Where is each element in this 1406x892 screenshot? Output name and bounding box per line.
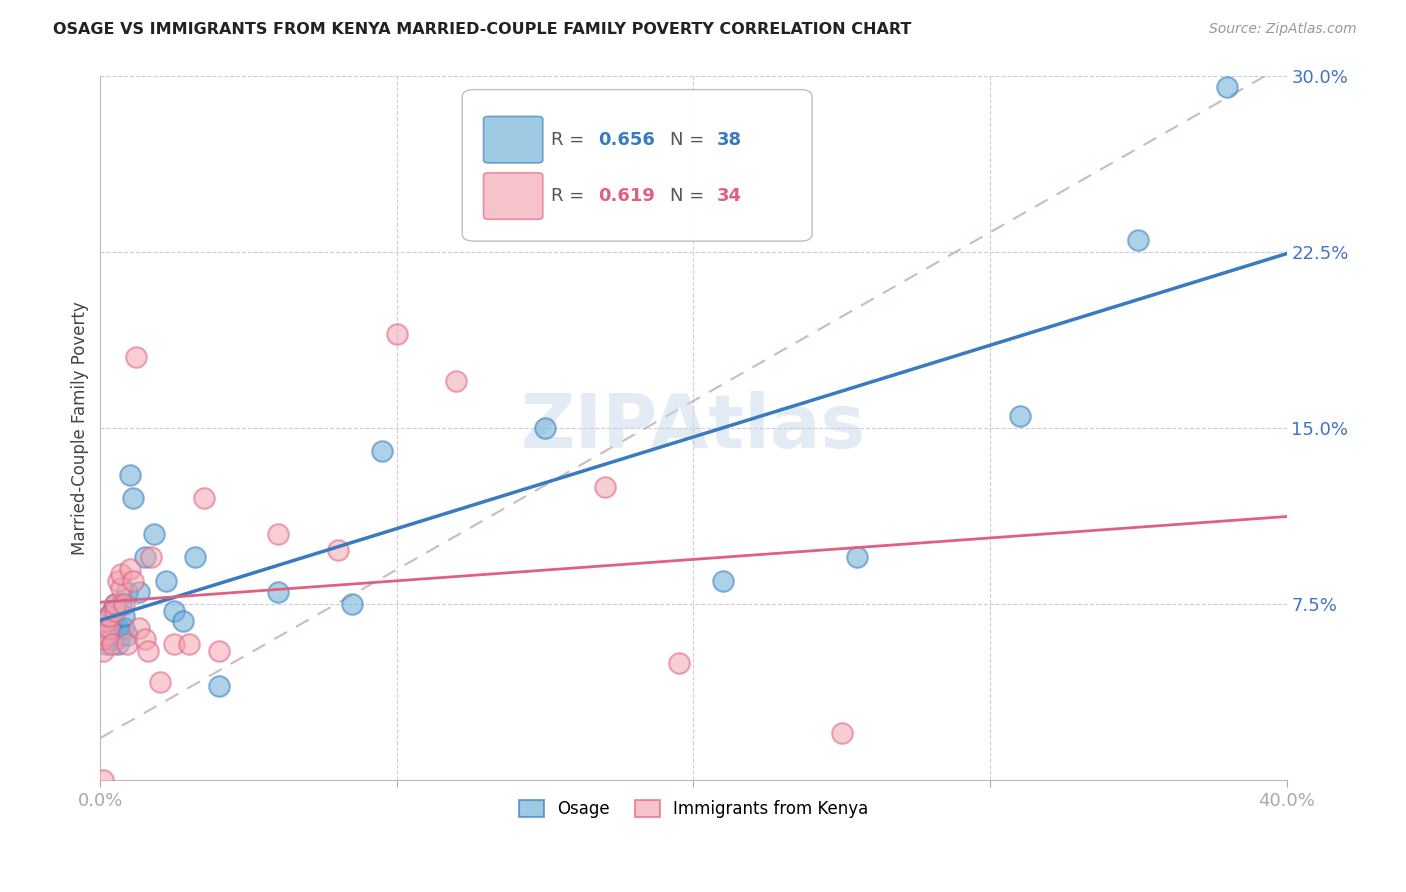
Point (115, 637, 138, 651)
Point (101, 637, 124, 651)
Point (98, 632, 121, 647)
Point (128, 621, 150, 635)
Text: N =: N = (669, 130, 710, 149)
Point (136, 644, 159, 658)
Point (1216, 80, 1239, 95)
Point (172, 614, 194, 628)
Text: 0.619: 0.619 (599, 187, 655, 205)
Point (104, 632, 127, 647)
Point (128, 585, 150, 599)
Point (118, 562, 141, 576)
Point (122, 491, 145, 506)
Point (91, 627, 114, 641)
Point (668, 656, 690, 670)
Point (122, 574, 145, 588)
Text: OSAGE VS IMMIGRANTS FROM KENYA MARRIED-COUPLE FAMILY POVERTY CORRELATION CHART: OSAGE VS IMMIGRANTS FROM KENYA MARRIED-C… (53, 22, 912, 37)
Point (711, 574, 734, 588)
Point (371, 444, 394, 458)
Point (98, 608, 121, 623)
Point (149, 674, 172, 689)
Point (155, 574, 177, 588)
Text: 34: 34 (717, 187, 742, 205)
Point (91, 632, 114, 647)
Point (267, 585, 290, 599)
Text: 0.656: 0.656 (599, 130, 655, 149)
Point (96, 637, 118, 651)
Point (385, 326, 408, 341)
Point (115, 585, 138, 599)
Text: R =: R = (551, 187, 591, 205)
Point (104, 604, 127, 618)
Point (125, 351, 148, 365)
Point (104, 597, 127, 611)
Point (91, 773, 114, 788)
FancyBboxPatch shape (484, 173, 543, 219)
Legend: Osage, Immigrants from Kenya: Osage, Immigrants from Kenya (512, 793, 875, 825)
Point (139, 550, 162, 565)
Point (184, 550, 207, 565)
Point (134, 632, 156, 647)
Point (845, 550, 868, 565)
Point (91, 644, 114, 658)
Point (163, 604, 186, 618)
Text: ZIPAtlas: ZIPAtlas (520, 392, 866, 465)
Point (98, 621, 121, 635)
FancyBboxPatch shape (484, 116, 543, 163)
FancyBboxPatch shape (463, 89, 813, 241)
Y-axis label: Married-Couple Family Poverty: Married-Couple Family Poverty (72, 301, 89, 555)
Point (179, 637, 201, 651)
Point (593, 480, 616, 494)
Point (104, 625, 127, 640)
Point (107, 637, 129, 651)
Point (110, 566, 132, 581)
Point (163, 637, 186, 651)
Point (101, 604, 124, 618)
Point (342, 597, 364, 611)
Point (1008, 409, 1031, 424)
Point (326, 543, 349, 558)
Point (110, 627, 132, 641)
Point (208, 644, 231, 658)
Point (101, 614, 124, 628)
Text: N =: N = (669, 187, 710, 205)
Point (112, 597, 135, 611)
Point (96, 614, 118, 628)
Point (118, 467, 141, 482)
Point (107, 621, 129, 635)
Point (96, 627, 118, 641)
Point (110, 581, 132, 595)
Point (831, 726, 853, 740)
Point (444, 374, 467, 388)
Point (107, 574, 129, 588)
Point (112, 608, 135, 623)
Point (115, 627, 138, 641)
Point (112, 621, 135, 635)
Point (142, 526, 165, 541)
Point (267, 526, 290, 541)
Point (110, 597, 132, 611)
Point (104, 597, 127, 611)
Point (96, 621, 118, 635)
Point (208, 679, 231, 693)
Point (534, 421, 557, 435)
Text: Source: ZipAtlas.com: Source: ZipAtlas.com (1209, 22, 1357, 37)
Point (1128, 233, 1150, 247)
Point (193, 491, 215, 506)
Point (98, 608, 121, 623)
Text: R =: R = (551, 130, 591, 149)
Point (98, 621, 121, 635)
Point (134, 550, 156, 565)
Text: 38: 38 (717, 130, 742, 149)
